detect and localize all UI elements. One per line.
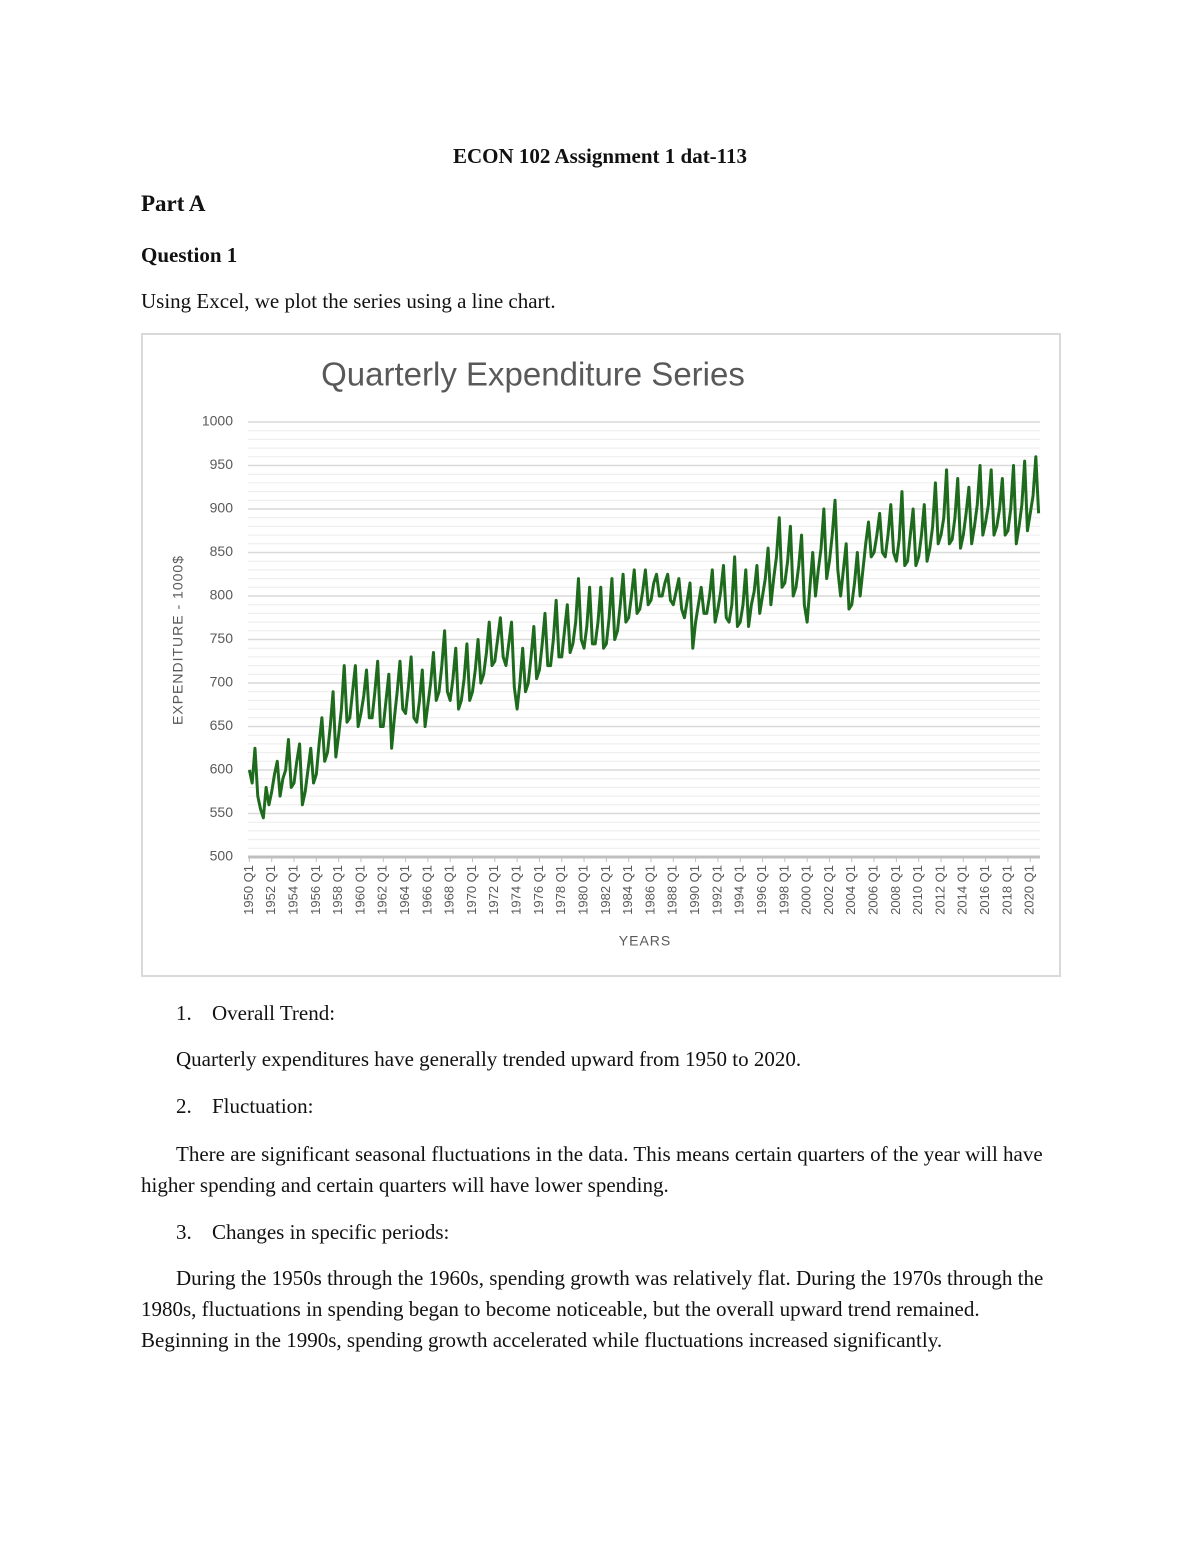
y-tick-label: 600 (210, 761, 234, 777)
x-tick-label: 1958 Q1 (330, 865, 345, 915)
x-tick-label: 1988 Q1 (665, 865, 680, 915)
x-tick-label: 1966 Q1 (419, 865, 434, 915)
y-tick-label: 750 (210, 630, 234, 646)
x-tick-label: 2020 Q1 (1022, 865, 1037, 915)
chart: Quarterly Expenditure Series EXPENDITURE… (170, 356, 1041, 949)
paragraph: Quarterly expenditures have generally tr… (176, 1047, 802, 1071)
x-tick-label: 2014 Q1 (955, 865, 970, 915)
chart-frame: Quarterly Expenditure Series EXPENDITURE… (141, 333, 1061, 977)
x-tick-label: 2000 Q1 (799, 865, 814, 915)
x-tick-label: 1972 Q1 (486, 865, 501, 915)
x-tick-label: 1976 Q1 (531, 865, 546, 915)
y-tick-label: 550 (210, 804, 234, 820)
y-axis-label: EXPENDITURE - 1000$ (170, 555, 186, 725)
x-tick-label: 1980 Q1 (575, 865, 590, 915)
y-tick-label: 700 (210, 674, 234, 690)
list-number: 2. (176, 1094, 192, 1118)
question-heading: Question 1 (141, 243, 238, 267)
x-tick-label: 1986 Q1 (642, 865, 657, 915)
x-tick-label: 1994 Q1 (732, 865, 747, 915)
x-tick-label: 1996 Q1 (754, 865, 769, 915)
x-tick-label: 1970 Q1 (464, 865, 479, 915)
list-number: 1. (176, 1001, 192, 1025)
x-tick-label: 2012 Q1 (932, 865, 947, 915)
y-tick-label: 1000 (202, 413, 233, 429)
x-tick-label: 1978 Q1 (553, 865, 568, 915)
x-tick-label: 1956 Q1 (308, 865, 323, 915)
x-tick-label: 1962 Q1 (375, 865, 390, 915)
x-tick-label: 2004 Q1 (843, 865, 858, 915)
chart-title: Quarterly Expenditure Series (321, 356, 745, 393)
x-tick-label: 1990 Q1 (687, 865, 702, 915)
x-tick-label: 2010 Q1 (910, 865, 925, 915)
intro-text: Using Excel, we plot the series using a … (141, 289, 556, 313)
part-heading: Part A (141, 191, 206, 216)
x-tick-label: 1950 Q1 (241, 865, 256, 915)
y-tick-label: 500 (210, 848, 234, 864)
x-tick-label: 1984 Q1 (620, 865, 635, 915)
y-tick-label: 900 (210, 500, 234, 516)
x-tick-label: 2018 Q1 (999, 865, 1014, 915)
doc-title: ECON 102 Assignment 1 dat-113 (452, 144, 748, 168)
list-number: 3. (176, 1220, 192, 1244)
x-tick-label: 2006 Q1 (866, 865, 881, 915)
y-tick-label: 950 (210, 456, 234, 472)
x-tick-label: 1960 Q1 (352, 865, 367, 915)
x-tick-label: 2002 Q1 (821, 865, 836, 915)
x-tick-label: 1954 Q1 (285, 865, 300, 915)
x-tick-label: 1968 Q1 (442, 865, 457, 915)
x-axis-label: YEARS (619, 933, 671, 949)
x-tick-label: 2008 Q1 (888, 865, 903, 915)
list-heading: Changes in specific periods: (212, 1220, 450, 1244)
paragraph: During the 1950s through the 1960s, spen… (141, 1266, 1044, 1352)
x-tick-label: 1992 Q1 (709, 865, 724, 915)
x-tick-label: 1964 Q1 (397, 865, 412, 915)
x-tick-label: 1998 Q1 (776, 865, 791, 915)
x-tick-label: 1974 Q1 (509, 865, 524, 915)
y-tick-label: 800 (210, 587, 234, 603)
y-tick-label: 850 (210, 543, 234, 559)
x-tick-label: 1952 Q1 (263, 865, 278, 915)
x-tick-label: 1982 Q1 (598, 865, 613, 915)
y-tick-label: 650 (210, 717, 234, 733)
paragraph: There are significant seasonal fluctuati… (141, 1142, 1043, 1197)
list-heading: Overall Trend: (212, 1001, 336, 1025)
x-tick-label: 2016 Q1 (977, 865, 992, 915)
data-line (247, 455, 1041, 820)
list-heading: Fluctuation: (212, 1094, 314, 1118)
